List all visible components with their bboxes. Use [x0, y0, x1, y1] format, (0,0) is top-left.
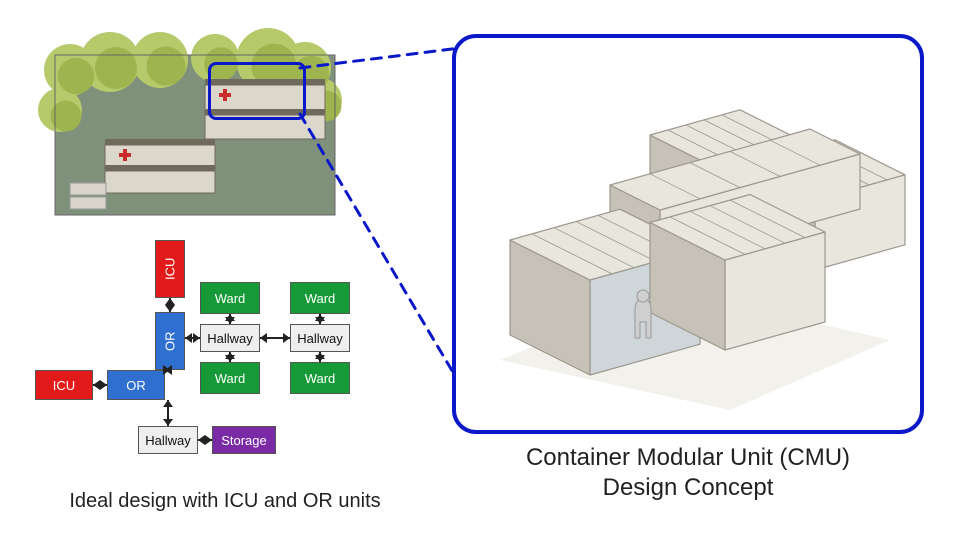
flow-connectors [0, 0, 960, 540]
